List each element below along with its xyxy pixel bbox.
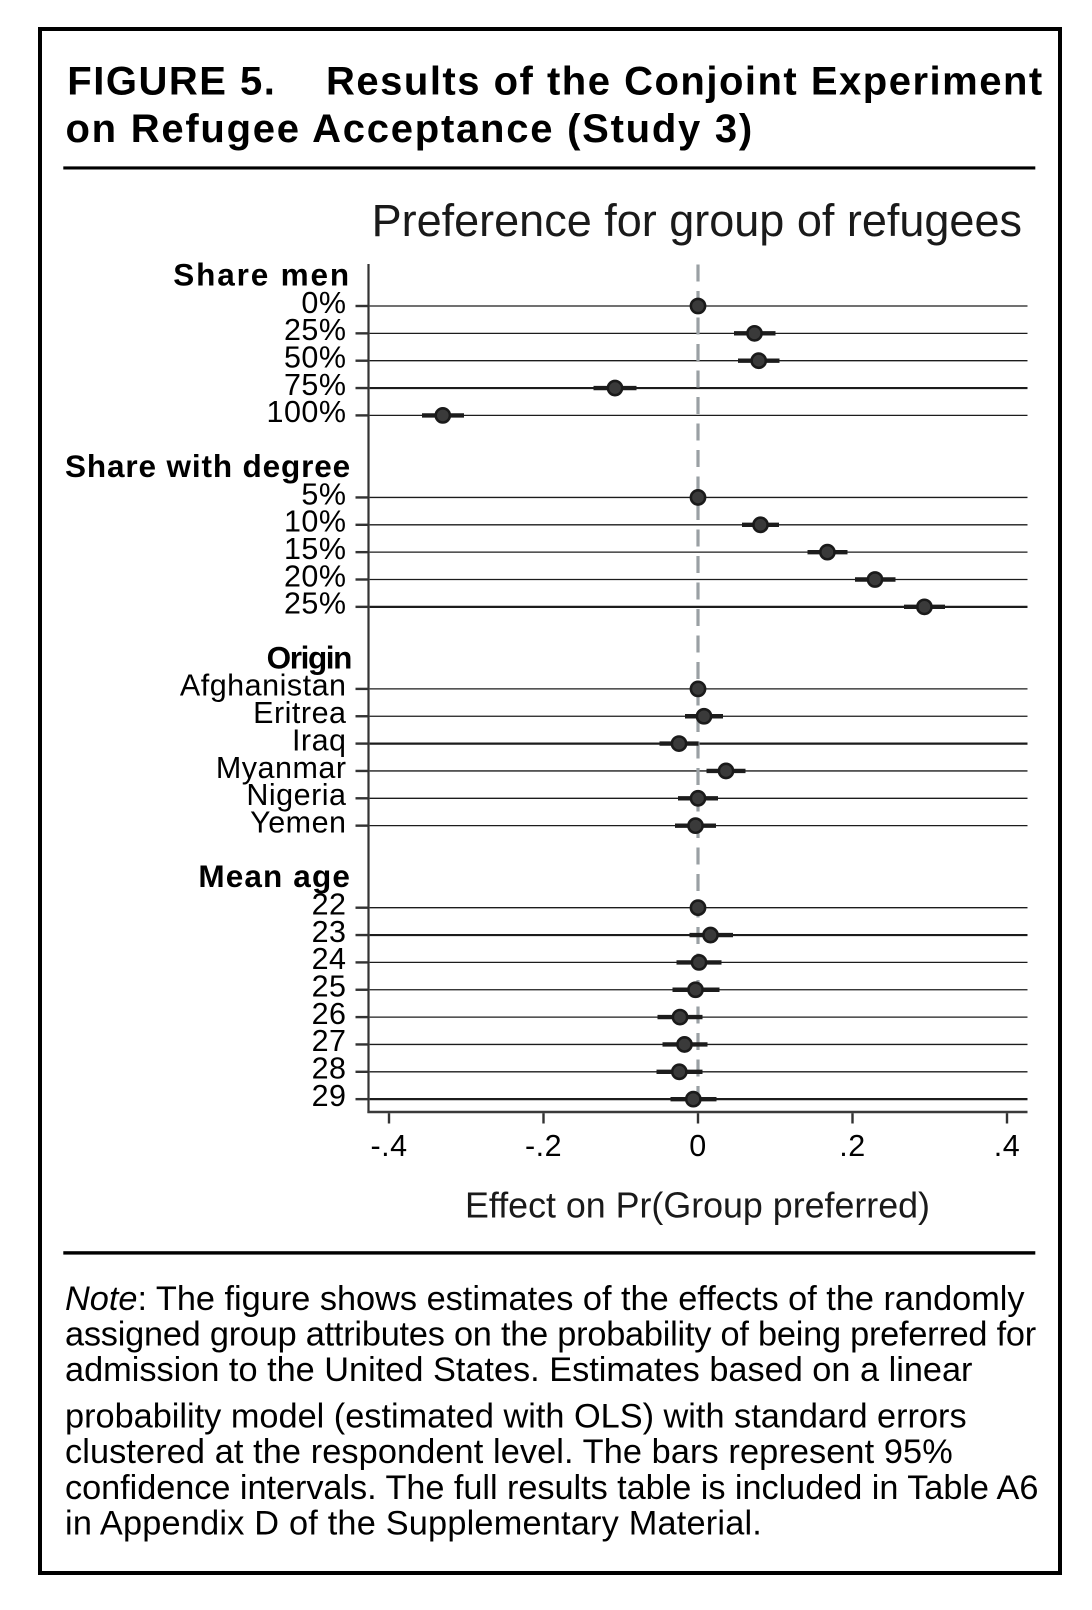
svg-text:10%: 10% <box>284 505 347 539</box>
svg-text:0: 0 <box>689 1129 706 1163</box>
svg-text:Afghanistan: Afghanistan <box>180 669 347 703</box>
svg-text:23: 23 <box>312 915 347 949</box>
svg-text:-.2: -.2 <box>525 1129 562 1163</box>
svg-text:Nigeria: Nigeria <box>246 778 346 812</box>
svg-text:100%: 100% <box>266 395 346 429</box>
svg-text:Origin: Origin <box>267 639 352 675</box>
svg-text:28: 28 <box>312 1052 347 1086</box>
svg-text:Iraq: Iraq <box>292 723 347 757</box>
svg-text:FIGURE 5.: FIGURE 5. <box>67 59 276 103</box>
svg-text:Results of the Conjoint Experi: Results of the Conjoint Experiment <box>326 59 1044 103</box>
svg-text:75%: 75% <box>284 368 347 402</box>
svg-text:confidence intervals. The full: confidence intervals. The full results t… <box>65 1469 1038 1507</box>
svg-text:Share men: Share men <box>173 256 351 292</box>
svg-text:Effect on Pr(Group preferred): Effect on Pr(Group preferred) <box>465 1185 930 1225</box>
svg-text:-.4: -.4 <box>370 1129 407 1163</box>
svg-text:Note: The figure shows estimat: Note: The figure shows estimates of the … <box>65 1280 1025 1318</box>
svg-text:15%: 15% <box>284 532 347 566</box>
svg-text:26: 26 <box>312 997 347 1031</box>
svg-text:Mean age: Mean age <box>198 858 351 894</box>
svg-text:25: 25 <box>312 970 347 1004</box>
svg-text:on Refugee Acceptance (Study 3: on Refugee Acceptance (Study 3) <box>66 107 754 151</box>
svg-text:50%: 50% <box>284 341 347 375</box>
svg-text:probability model (estimated w: probability model (estimated with OLS) w… <box>65 1398 967 1436</box>
svg-text:29: 29 <box>312 1079 347 1113</box>
svg-text:25%: 25% <box>284 587 347 621</box>
svg-text:assigned group attributes on t: assigned group attributes on the probabi… <box>65 1315 1036 1353</box>
svg-text:24: 24 <box>312 942 347 976</box>
svg-text:Eritrea: Eritrea <box>253 696 346 730</box>
svg-text:clustered at the respondent le: clustered at the respondent level. The b… <box>65 1433 953 1471</box>
svg-text:20%: 20% <box>284 559 347 593</box>
svg-text:.4: .4 <box>994 1129 1020 1163</box>
svg-text:Share with degree: Share with degree <box>65 448 351 484</box>
svg-text:22: 22 <box>312 888 347 922</box>
svg-text:25%: 25% <box>284 313 347 347</box>
svg-text:5%: 5% <box>301 477 346 511</box>
svg-text:Myanmar: Myanmar <box>216 751 347 785</box>
svg-text:in Appendix D of the Supplemen: in Appendix D of the Supplementary Mater… <box>65 1505 762 1543</box>
svg-text:Yemen: Yemen <box>250 805 346 839</box>
svg-text:27: 27 <box>312 1024 347 1058</box>
svg-text:admission to the United States: admission to the United States. Estimate… <box>65 1351 972 1389</box>
svg-text:Preference for group of refuge: Preference for group of refugees <box>372 195 1022 246</box>
svg-text:0%: 0% <box>301 286 346 320</box>
svg-text:.2: .2 <box>839 1129 865 1163</box>
